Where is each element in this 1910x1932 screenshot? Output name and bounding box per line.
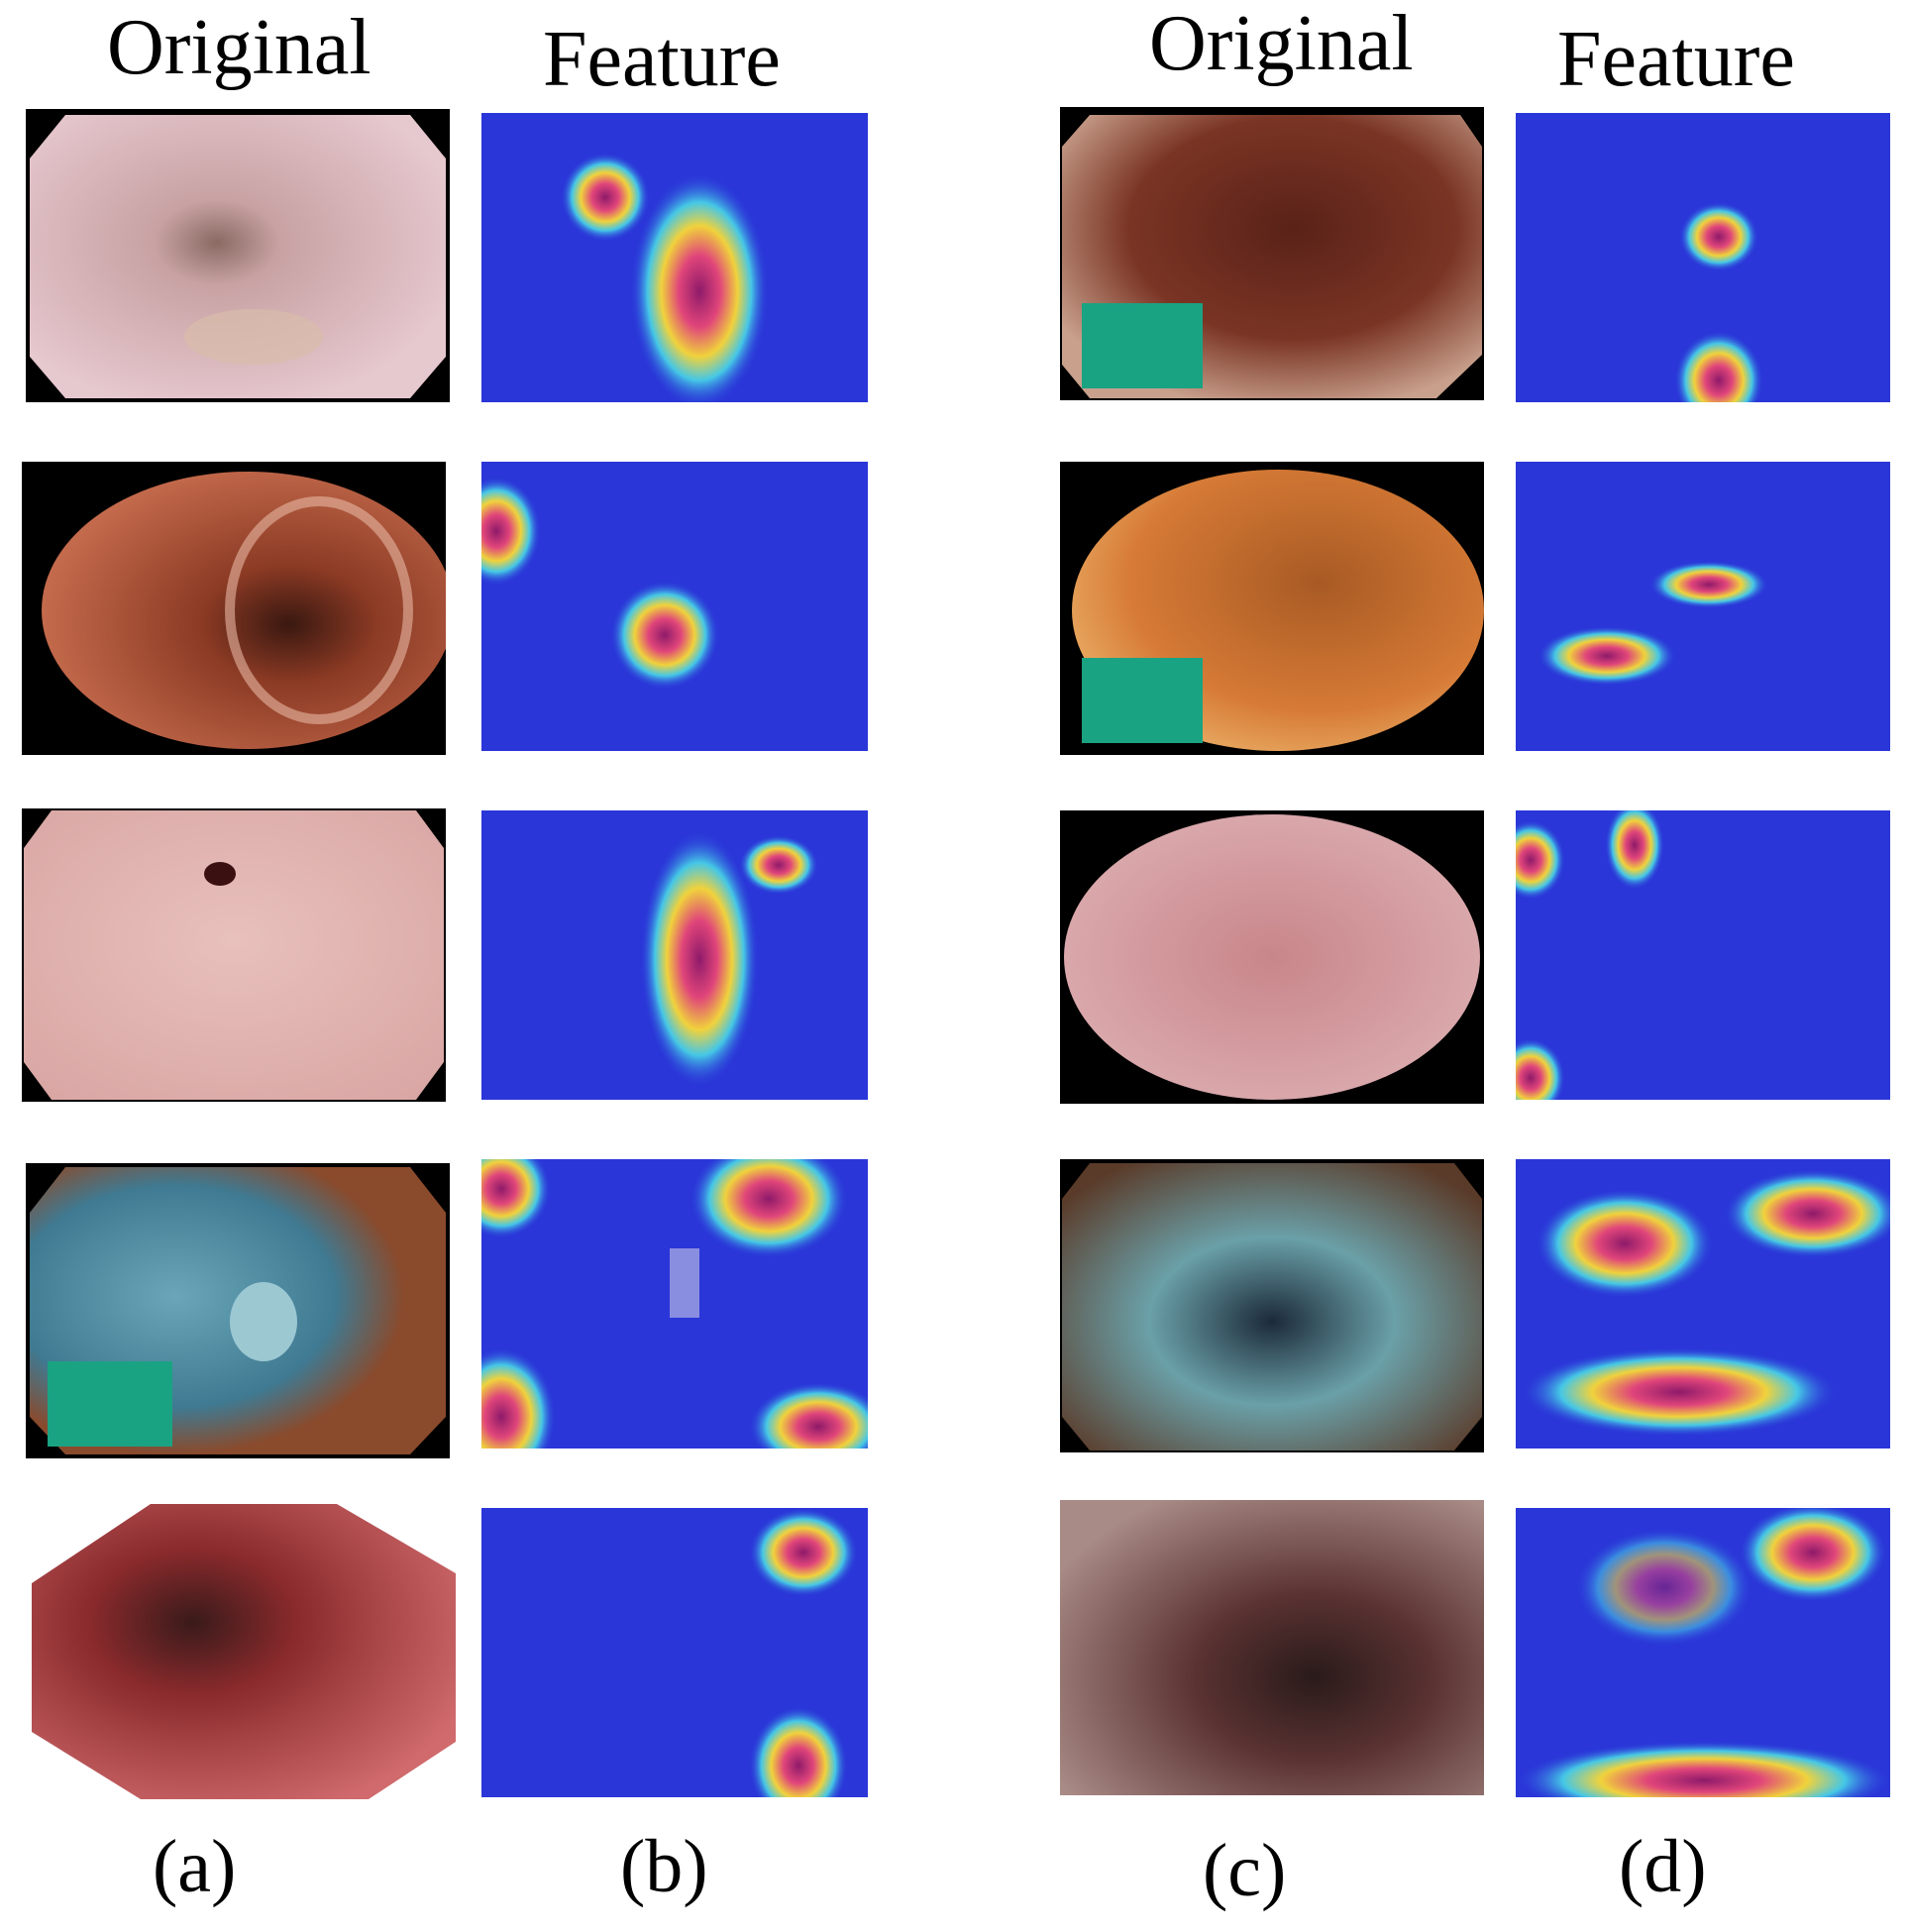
heatmap-b1 [481,113,868,402]
endoscopy-image-a1 [26,109,450,402]
caption-c: (c) [1203,1829,1287,1912]
heatmap-d3 [1516,810,1890,1100]
annotation-overlay-box [1082,303,1203,388]
endoscopy-image-a5 [32,1504,456,1799]
endoscopy-image-a2 [22,462,446,755]
header-feature-left: Feature [543,16,781,103]
endoscopy-image-c2 [1060,462,1484,755]
endoscopy-image-a4 [26,1163,450,1458]
header-original-right: Original [1149,0,1414,87]
heatmap-d2 [1516,462,1890,751]
heatmap-b3 [481,810,868,1100]
endoscopy-image-c3 [1060,810,1484,1104]
heatmap-d1 [1516,113,1890,402]
endoscopy-image-c5 [1060,1500,1484,1795]
heatmap-b4 [481,1159,868,1449]
caption-d: (d) [1619,1825,1707,1908]
heatmap-d5 [1516,1508,1890,1797]
caption-b: (b) [620,1825,708,1908]
endoscopy-image-c1 [1060,107,1484,400]
header-feature-right: Feature [1557,16,1795,103]
annotation-overlay-box [48,1361,172,1447]
heatmap-b5 [481,1508,868,1797]
caption-a: (a) [153,1825,237,1908]
endoscopy-image-a3 [22,808,446,1102]
annotation-overlay-box [1082,658,1203,743]
heatmap-d4 [1516,1159,1890,1449]
heatmap-b2 [481,462,868,751]
header-original-left: Original [107,4,371,91]
endoscopy-image-c4 [1060,1159,1484,1452]
